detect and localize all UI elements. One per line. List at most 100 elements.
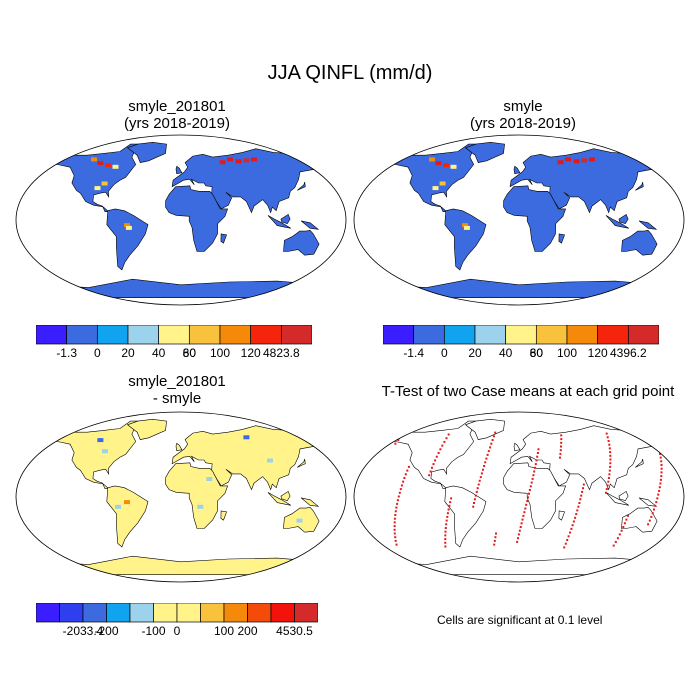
map-cell (563, 546, 566, 549)
map-cell (197, 504, 204, 509)
map-cell (535, 459, 538, 462)
colorbar-swatch (566, 325, 599, 345)
colorbar-case (36, 325, 312, 345)
colorbar-tick-label: 120 (240, 346, 261, 360)
map-cell (206, 477, 213, 481)
map-cell (403, 477, 406, 479)
map-cell (267, 458, 273, 463)
map-cell (407, 465, 410, 468)
colorbar-tick-label: 80 (182, 346, 197, 360)
landmass-southAmerica (444, 208, 487, 271)
map-cell (447, 508, 450, 511)
map-border (353, 411, 685, 583)
map-cell (91, 157, 97, 162)
map-cell (227, 157, 233, 162)
landmass-antarctica (377, 278, 661, 298)
map-cell (445, 519, 448, 522)
map-cell (652, 434, 655, 437)
landmass-britain (513, 165, 521, 175)
colorbar-tick-label: 100 (556, 346, 578, 360)
colorbar-tick-label: 0 (173, 624, 181, 638)
landmass-greenland (126, 141, 167, 163)
landmass-japan (297, 182, 306, 191)
map-cell (608, 443, 611, 446)
landmass-northAmerica (382, 420, 477, 489)
map-cell (485, 457, 488, 460)
panel-title-case-line1: smyle_201801 (128, 98, 226, 115)
map-cell (104, 163, 111, 167)
map-cell (517, 537, 519, 540)
colorbar-tick-label: 100 (213, 624, 235, 638)
map-cell (534, 466, 536, 469)
landmass-greenland (126, 418, 167, 440)
map-panel-control (353, 134, 685, 306)
map-cell (520, 522, 523, 525)
panel-title-control: smyle (yrs 2018-2019) (358, 98, 688, 132)
colorbar-swatch (247, 603, 272, 623)
colorbar-swatch (627, 325, 659, 345)
map-cell (625, 518, 628, 521)
map-cell (444, 545, 447, 548)
landmass-australia (621, 229, 658, 256)
map-cell (483, 465, 486, 467)
landmass-northAmerica (44, 143, 139, 212)
landmass-antarctica (377, 555, 661, 575)
map-cell (428, 474, 431, 477)
map-cell (125, 225, 132, 230)
map-cell (124, 223, 130, 228)
colorbar-tick-label: 60 (182, 346, 197, 360)
map-cell (399, 488, 402, 491)
map-cell (608, 473, 611, 476)
map-cell (447, 433, 450, 436)
map-cell (609, 451, 612, 454)
map-cell (393, 525, 396, 528)
landmass-northAmerica (382, 143, 477, 212)
map-cell (582, 487, 584, 490)
map-cell (402, 480, 405, 483)
map-cell (589, 157, 595, 162)
map-cell (655, 441, 658, 444)
landmass-antarctica (39, 555, 323, 575)
colorbar-tick-label: 120 (587, 346, 608, 360)
map-cell (560, 445, 562, 448)
map-cell (243, 435, 250, 440)
map-cell (575, 513, 578, 516)
map-cell (397, 439, 400, 441)
landmass-australia (621, 506, 658, 533)
map-cell (609, 458, 612, 461)
landmass-madagascar (220, 233, 228, 244)
landmass-africa (503, 462, 567, 529)
map-cell (437, 452, 440, 454)
map-cell (474, 494, 477, 497)
map-cell (573, 159, 580, 164)
map-cell (393, 528, 396, 531)
colorbar-tick-label: 40 (151, 346, 166, 360)
map-cell (580, 494, 583, 497)
map-cell (446, 512, 449, 515)
colorbar-swatch (413, 325, 445, 345)
map-cell (658, 489, 661, 492)
colorbar-swatch (474, 325, 507, 345)
map-cell (518, 529, 521, 532)
map-cell (395, 506, 398, 509)
map-cell (235, 159, 242, 164)
colorbar-swatch (36, 325, 68, 345)
map-cell (429, 157, 435, 162)
map-cell (516, 540, 519, 543)
map-cell (479, 476, 482, 479)
map-cell (532, 474, 535, 477)
map-cell (494, 536, 497, 539)
colorbar-tick-label: -1.4 (403, 346, 424, 360)
map-cell (570, 527, 573, 530)
map-cell (525, 503, 528, 506)
panel-title-ttest-line1: T-Test of two Case means at each grid po… (381, 383, 675, 400)
map-cell (397, 495, 400, 498)
map-cell (523, 511, 526, 514)
map-cell (493, 543, 496, 546)
map-border (15, 134, 347, 306)
map-cell (441, 444, 444, 447)
map-cell (616, 537, 619, 540)
colorbar-tick-label: 4823.8 (262, 346, 300, 360)
colorbar-swatch (158, 325, 190, 345)
map-cell (484, 461, 487, 464)
